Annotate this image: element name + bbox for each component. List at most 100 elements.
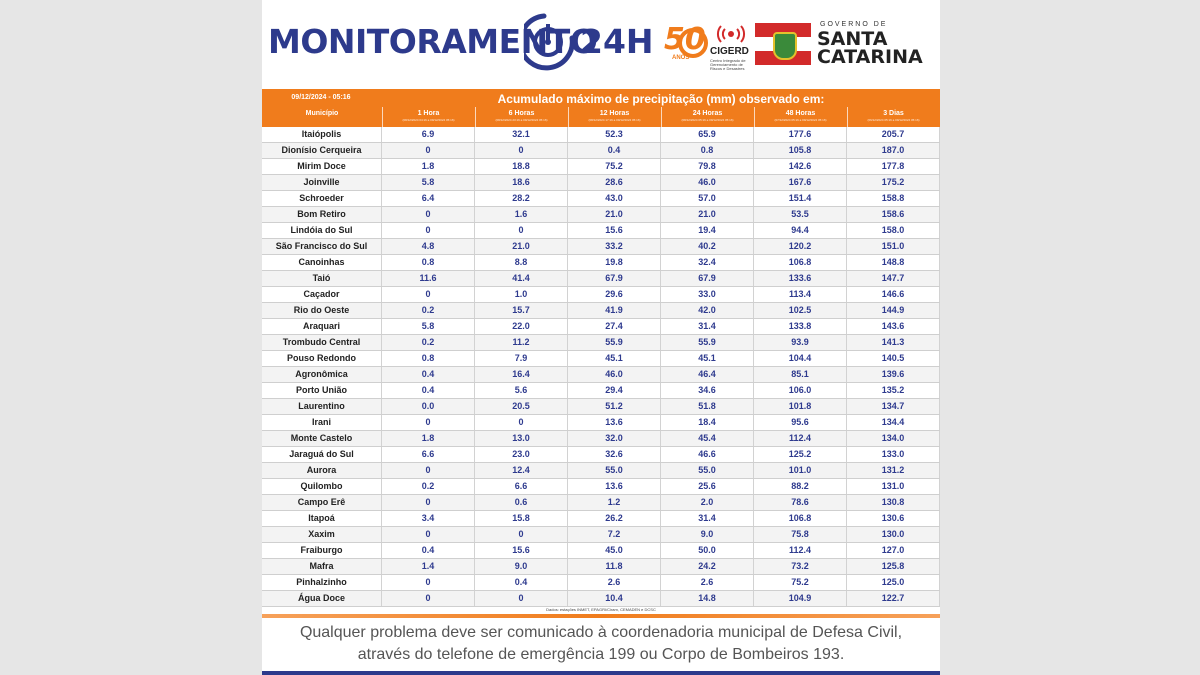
table-row: Pouso Redondo 0.8 7.9 45.1 45.1 104.4 140.5 — [262, 351, 940, 367]
anniversary-caption: ANOS — [672, 55, 690, 61]
column-header-label: 3 Dias — [883, 110, 904, 117]
bulletin-card: MONITORAMENTO 24H 50 ANOS CIGERD Centro … — [262, 0, 940, 675]
rainfall-cell: 0.4 — [382, 383, 475, 398]
rainfall-cell: 141.3 — [847, 335, 940, 350]
municipality-cell: Monte Castelo — [262, 431, 382, 446]
rainfall-cell: 7.2 — [568, 527, 661, 542]
table-row: Porto União 0.4 5.6 29.4 34.6 106.0 135.2 — [262, 383, 940, 399]
rainfall-cell: 0 — [382, 223, 475, 238]
rainfall-cell: 45.4 — [661, 431, 754, 446]
table-row: Água Doce 0 0 10.4 14.8 104.9 122.7 — [262, 591, 940, 607]
rainfall-cell: 9.0 — [661, 527, 754, 542]
rainfall-cell: 0 — [475, 223, 568, 238]
rainfall-cell: 0 — [382, 527, 475, 542]
rainfall-cell: 146.6 — [847, 287, 940, 302]
rainfall-cell: 0.6 — [475, 495, 568, 510]
rainfall-cell: 73.2 — [754, 559, 847, 574]
rainfall-cell: 135.2 — [847, 383, 940, 398]
table-row: Irani 0 0 13.6 18.4 95.6 134.4 — [262, 415, 940, 431]
rainfall-cell: 15.8 — [475, 511, 568, 526]
table-row: Laurentino 0.0 20.5 51.2 51.8 101.8 134.7 — [262, 399, 940, 415]
rainfall-cell: 6.4 — [382, 191, 475, 206]
rainfall-cell: 95.6 — [754, 415, 847, 430]
rainfall-cell: 41.9 — [568, 303, 661, 318]
rainfall-cell: 131.0 — [847, 479, 940, 494]
rainfall-cell: 0 — [382, 463, 475, 478]
rainfall-cell: 101.8 — [754, 399, 847, 414]
header: MONITORAMENTO 24H 50 ANOS CIGERD Centro … — [262, 0, 940, 88]
rainfall-cell: 122.7 — [847, 591, 940, 606]
rainfall-cell: 55.0 — [661, 463, 754, 478]
rainfall-cell: 33.0 — [661, 287, 754, 302]
rainfall-cell: 13.6 — [568, 415, 661, 430]
table-row: Mafra 1.4 9.0 11.8 24.2 73.2 125.8 — [262, 559, 940, 575]
rainfall-cell: 29.6 — [568, 287, 661, 302]
rainfall-cell: 5.6 — [475, 383, 568, 398]
rainfall-cell: 28.2 — [475, 191, 568, 206]
table-row: Taió 11.6 41.4 67.9 67.9 133.6 147.7 — [262, 271, 940, 287]
rainfall-cell: 104.9 — [754, 591, 847, 606]
rainfall-cell: 45.1 — [568, 351, 661, 366]
rainfall-cell: 43.0 — [568, 191, 661, 206]
orange-divider — [262, 614, 940, 618]
column-separator — [754, 107, 755, 127]
rainfall-cell: 134.7 — [847, 399, 940, 414]
rainfall-cell: 15.7 — [475, 303, 568, 318]
table-row: Joinville 5.8 18.6 28.6 46.0 167.6 175.2 — [262, 175, 940, 191]
column-header-label: 6 Horas — [508, 110, 535, 117]
table-row: Araquari 5.8 22.0 27.4 31.4 133.8 143.6 — [262, 319, 940, 335]
municipality-cell: Itapoá — [262, 511, 382, 526]
rainfall-cell: 0.8 — [661, 143, 754, 158]
municipality-cell: Xaxim — [262, 527, 382, 542]
rainfall-cell: 28.6 — [568, 175, 661, 190]
municipality-cell: Jaraguá do Sul — [262, 447, 382, 462]
rainfall-cell: 21.0 — [661, 207, 754, 222]
rainfall-cell: 0.4 — [382, 543, 475, 558]
rainfall-cell: 106.0 — [754, 383, 847, 398]
rainfall-cell: 24.2 — [661, 559, 754, 574]
rainfall-cell: 125.0 — [847, 575, 940, 590]
rainfall-cell: 40.2 — [661, 239, 754, 254]
rainfall-cell: 0.8 — [382, 255, 475, 270]
rainfall-cell: 144.9 — [847, 303, 940, 318]
column-header-period: (08/12/2024 23:16 a 09/12/2024 05:16) — [495, 118, 548, 122]
table-row: Quilombo 0.2 6.6 13.6 25.6 88.2 131.0 — [262, 479, 940, 495]
rainfall-cell: 151.4 — [754, 191, 847, 206]
column-header-6: 3 Dias (06/12/2024 05:16 a 09/12/2024 05:… — [847, 109, 940, 127]
rainfall-cell: 158.6 — [847, 207, 940, 222]
rainfall-cell: 106.8 — [754, 511, 847, 526]
rainfall-cell: 134.0 — [847, 431, 940, 446]
rainfall-cell: 19.4 — [661, 223, 754, 238]
rainfall-cell: 139.6 — [847, 367, 940, 382]
rainfall-cell: 0 — [382, 575, 475, 590]
rainfall-cell: 0 — [475, 527, 568, 542]
rainfall-cell: 42.0 — [661, 303, 754, 318]
table-row: Caçador 0 1.0 29.6 33.0 113.4 146.6 — [262, 287, 940, 303]
municipality-cell: Joinville — [262, 175, 382, 190]
rainfall-cell: 67.9 — [568, 271, 661, 286]
rainfall-cell: 112.4 — [754, 543, 847, 558]
rainfall-cell: 67.9 — [661, 271, 754, 286]
municipality-cell: Bom Retiro — [262, 207, 382, 222]
table-row: Campo Erê 0 0.6 1.2 2.0 78.6 130.8 — [262, 495, 940, 511]
table-row: São Francisco do Sul 4.8 21.0 33.2 40.2 120.2… — [262, 239, 940, 255]
rainfall-cell: 32.4 — [661, 255, 754, 270]
rainfall-cell: 6.6 — [382, 447, 475, 462]
rainfall-cell: 16.4 — [475, 367, 568, 382]
coat-of-arms-icon — [773, 32, 797, 60]
rainfall-cell: 78.6 — [754, 495, 847, 510]
rainfall-cell: 75.2 — [754, 575, 847, 590]
municipality-cell: Araquari — [262, 319, 382, 334]
rainfall-cell: 140.5 — [847, 351, 940, 366]
rainfall-cell: 0.4 — [382, 367, 475, 382]
rainfall-cell: 105.8 — [754, 143, 847, 158]
government-label: GOVERNO DE — [820, 21, 888, 28]
rainfall-cell: 25.6 — [661, 479, 754, 494]
rainfall-cell: 9.0 — [475, 559, 568, 574]
rainfall-cell: 1.8 — [382, 431, 475, 446]
rainfall-cell: 148.8 — [847, 255, 940, 270]
emergency-notice: Qualquer problema deve ser comunicado à … — [262, 622, 940, 666]
municipality-cell: Quilombo — [262, 479, 382, 494]
rainfall-cell: 46.6 — [661, 447, 754, 462]
column-separator — [847, 107, 848, 127]
